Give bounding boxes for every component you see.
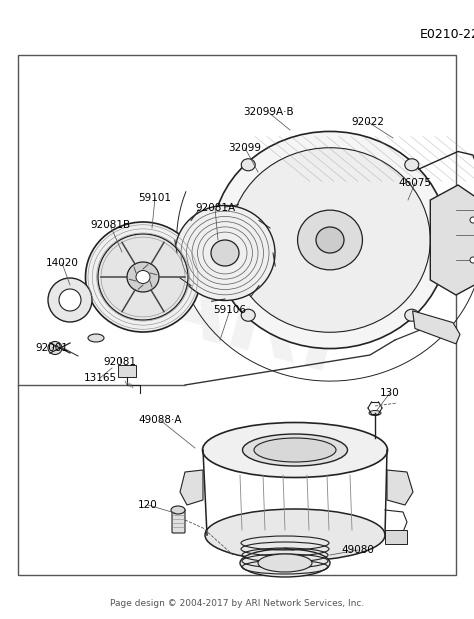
Ellipse shape (470, 217, 474, 223)
Bar (385, 530, 407, 544)
Text: 59101: 59101 (138, 193, 172, 203)
Bar (118, 365, 136, 377)
Text: 92022: 92022 (352, 117, 384, 127)
Ellipse shape (171, 506, 185, 514)
Polygon shape (180, 470, 203, 505)
Ellipse shape (241, 158, 255, 171)
Polygon shape (430, 185, 474, 295)
FancyBboxPatch shape (172, 509, 185, 533)
Ellipse shape (258, 554, 312, 572)
Text: E0210-2265C: E0210-2265C (420, 28, 474, 41)
Ellipse shape (241, 310, 255, 321)
Ellipse shape (175, 206, 275, 300)
Ellipse shape (240, 549, 330, 577)
Ellipse shape (98, 234, 188, 320)
Text: 130: 130 (380, 388, 400, 398)
Ellipse shape (470, 257, 474, 263)
Ellipse shape (85, 222, 201, 332)
Text: 59106: 59106 (213, 305, 246, 315)
Ellipse shape (48, 278, 92, 322)
Text: 46075: 46075 (399, 178, 431, 188)
Text: 14020: 14020 (46, 258, 78, 268)
Ellipse shape (254, 438, 336, 462)
Polygon shape (412, 311, 460, 344)
Ellipse shape (202, 423, 388, 477)
Text: 49088·A: 49088·A (138, 415, 182, 425)
Text: 13165: 13165 (83, 373, 117, 383)
Ellipse shape (230, 148, 430, 332)
Ellipse shape (136, 271, 150, 284)
Text: 92081A: 92081A (195, 203, 235, 213)
Ellipse shape (405, 310, 419, 321)
Text: 49080: 49080 (342, 545, 374, 555)
Text: Page design © 2004-2017 by ARI Network Services, Inc.: Page design © 2004-2017 by ARI Network S… (110, 599, 364, 607)
Text: 120: 120 (138, 500, 158, 510)
Text: ARI: ARI (142, 250, 351, 394)
Text: 92001: 92001 (36, 343, 68, 353)
Ellipse shape (48, 342, 62, 355)
Ellipse shape (405, 158, 419, 171)
Ellipse shape (298, 210, 363, 270)
Polygon shape (387, 470, 413, 505)
Text: 92081: 92081 (103, 357, 137, 367)
Ellipse shape (243, 434, 347, 466)
Ellipse shape (205, 509, 385, 561)
Ellipse shape (127, 262, 159, 292)
Ellipse shape (88, 334, 104, 342)
Ellipse shape (59, 289, 81, 311)
Ellipse shape (212, 131, 448, 348)
Ellipse shape (211, 240, 239, 266)
Ellipse shape (369, 410, 381, 415)
Ellipse shape (316, 227, 344, 253)
Bar (18, 55, 456, 575)
Text: 92081B: 92081B (90, 220, 130, 230)
Text: 32099A·B: 32099A·B (243, 107, 293, 117)
Text: 32099: 32099 (228, 143, 262, 153)
